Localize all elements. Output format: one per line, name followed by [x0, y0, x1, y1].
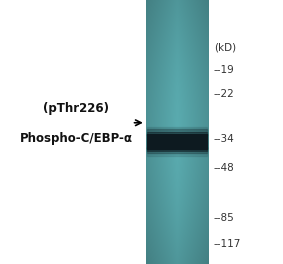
Bar [147, 150, 207, 153]
Bar [147, 129, 207, 133]
Bar [147, 132, 207, 135]
Text: --117: --117 [214, 239, 241, 249]
Text: (kD): (kD) [214, 43, 236, 53]
Text: Phospho-C/EBP-α: Phospho-C/EBP-α [20, 132, 133, 145]
Text: --19: --19 [214, 65, 234, 75]
Text: --85: --85 [214, 213, 234, 223]
Bar [147, 153, 207, 156]
Bar [147, 147, 207, 150]
Bar [147, 134, 207, 149]
Text: --34: --34 [214, 134, 234, 144]
Text: --22: --22 [214, 89, 234, 99]
Text: (pThr226): (pThr226) [43, 102, 110, 115]
Bar [147, 127, 207, 130]
Text: --48: --48 [214, 163, 234, 173]
